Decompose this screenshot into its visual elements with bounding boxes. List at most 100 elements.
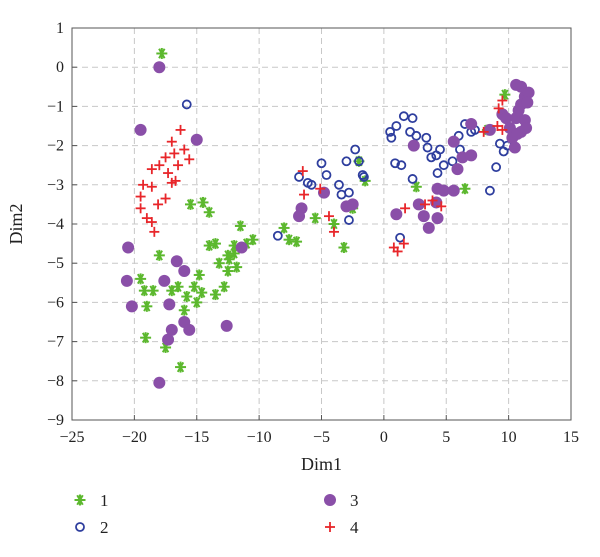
data-point [465,118,478,131]
data-point [146,217,157,228]
data-point [235,241,248,254]
data-point [447,184,460,197]
data-points [120,47,535,389]
y-tick-label: −8 [47,373,64,390]
data-point [135,273,147,285]
legend-label: 3 [350,491,359,510]
data-point [146,181,157,192]
data-point [321,170,332,180]
data-point [299,189,310,200]
legend-marker-asterisk [74,494,86,506]
data-point [422,142,433,153]
data-point [291,236,303,248]
legend-label: 4 [350,518,359,537]
data-point [153,249,165,261]
data-point [338,242,350,254]
data-point [485,185,495,196]
data-point [203,206,215,218]
data-point [166,285,178,297]
data-point [135,203,146,214]
y-tick-label: −9 [47,412,64,429]
data-point [149,226,160,237]
data-point [390,158,401,169]
data-point [341,156,352,167]
data-point [209,289,221,301]
data-point [354,156,364,167]
data-point [222,265,234,277]
data-point [153,199,164,210]
data-point [234,220,246,232]
y-tick-label: −3 [47,177,64,194]
data-point [407,113,418,124]
data-point [417,210,430,223]
series-1 [135,47,511,373]
data-point [173,160,184,171]
data-point [178,304,190,316]
data-point [160,152,171,163]
data-point [478,126,489,137]
y-axis-title: Dim2 [6,203,26,244]
data-point [410,181,422,193]
data-point [297,166,308,177]
y-tick-label: −5 [47,255,64,272]
data-point [421,132,432,143]
data-point [156,47,168,59]
data-point [316,158,327,169]
data-point [344,187,354,198]
data-point [183,323,196,336]
data-point [465,149,478,162]
y-tick-label: 1 [56,20,64,37]
legend-marker-open-circle [75,522,85,532]
data-point [437,184,450,197]
data-point [197,196,209,208]
data-point [170,255,183,268]
series-3 [120,61,535,389]
data-point [323,211,334,222]
data-point [386,132,397,143]
legend-marker [74,494,86,506]
data-point [520,121,533,134]
data-point [165,323,178,336]
data-point [436,201,447,212]
data-point [140,332,152,344]
data-point [391,121,402,131]
data-point [435,144,445,155]
data-point [122,241,135,254]
y-tick-label: −2 [47,138,64,155]
legend-marker [325,522,335,532]
data-point [175,124,186,135]
data-point [191,296,203,308]
data-point [220,319,233,332]
data-point [125,300,138,313]
data-point [293,210,306,223]
data-point [120,274,133,287]
data-point [218,281,230,293]
data-point [190,133,203,146]
data-point [398,111,409,122]
data-point [153,61,166,74]
data-point [153,376,166,389]
data-point [315,183,326,194]
data-point [213,257,225,269]
y-tick-label: −6 [47,294,64,311]
data-point [398,238,409,249]
series-4 [135,95,508,257]
data-point [407,139,420,152]
axis-ticks: −25 −20 −15 −10 −5 0 5 10 15−9−8−7−6−5−4−3−2−101 [47,20,579,446]
data-point [163,168,174,179]
data-point [447,156,458,167]
data-point [500,112,513,125]
data-point [493,103,504,114]
data-point [422,221,435,234]
x-tick-label: −25 [59,429,84,446]
data-point [426,152,437,163]
data-point [497,124,508,135]
data-point [175,361,187,373]
legend-marker-plus [325,522,335,532]
data-point [160,193,171,204]
data-point [390,208,403,221]
data-point [438,160,449,171]
data-point [166,136,177,147]
data-point [344,215,354,225]
